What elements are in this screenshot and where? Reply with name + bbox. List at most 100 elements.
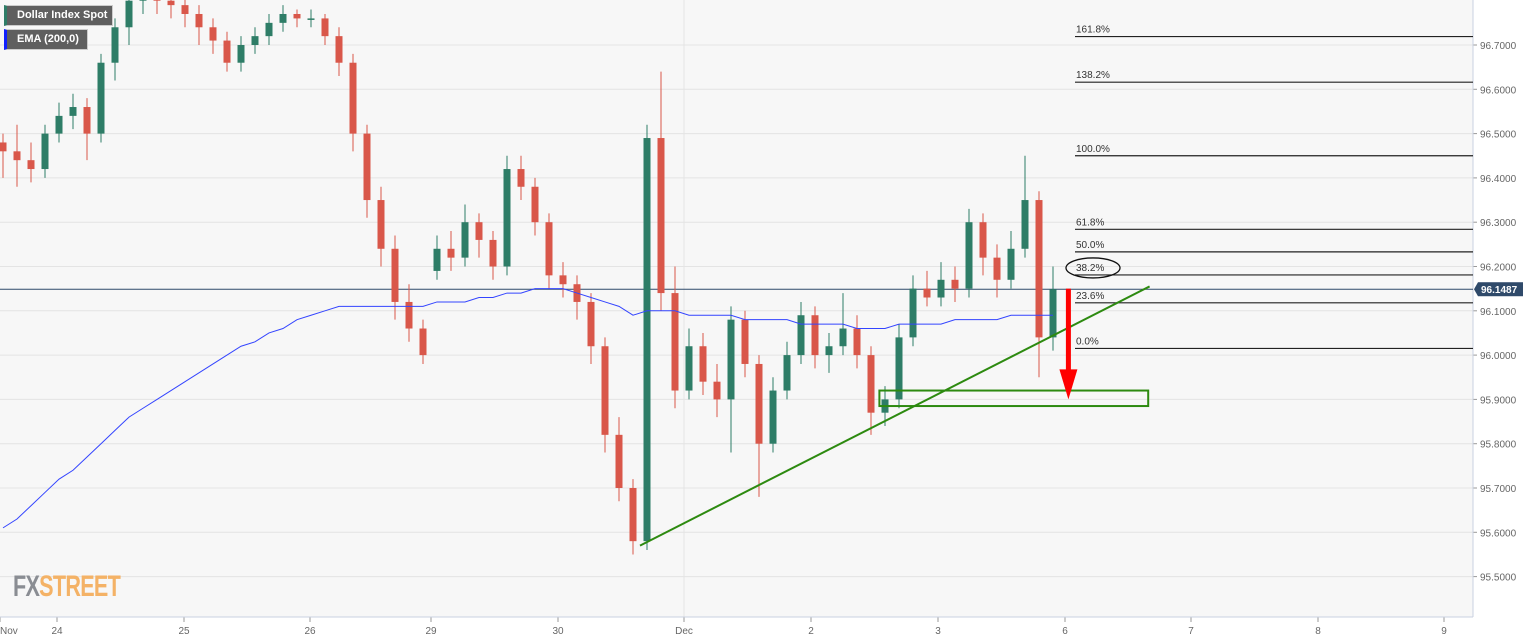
candle-bearish [993, 257, 1001, 280]
candle-bearish [951, 279, 959, 289]
fib-level-label: 50.0% [1076, 240, 1104, 251]
candle-bearish [377, 200, 385, 249]
x-tick-label: 30 [552, 626, 564, 637]
candle-bullish [797, 315, 805, 356]
candle-bearish [335, 36, 343, 63]
y-tick-label: 96.0000 [1480, 351, 1517, 362]
candle-bearish [83, 107, 91, 134]
candle-bearish [811, 315, 819, 356]
x-tick-label: 9 [1441, 626, 1447, 637]
x-tick-label: 6 [1062, 626, 1068, 637]
candle-bearish [867, 355, 875, 413]
x-tick-label: 7 [1188, 626, 1194, 637]
trendline [639, 285, 1151, 547]
plot-background [0, 0, 1473, 617]
fib-level-label: 138.2% [1076, 70, 1110, 81]
ema-line [2, 288, 1053, 529]
fib-level-label: 23.6% [1076, 291, 1104, 302]
candle-bearish [713, 381, 721, 400]
candle-bullish [251, 36, 259, 45]
candle-bearish [699, 346, 707, 382]
candle-bearish [741, 319, 749, 364]
x-tick-label: 8 [1315, 626, 1321, 637]
candle-bullish [909, 288, 917, 338]
candle-bullish [895, 337, 903, 400]
symbol-legend[interactable]: Dollar Index Spot [4, 5, 113, 26]
y-tick-label: 95.9000 [1480, 395, 1517, 406]
candle-bearish [489, 239, 497, 267]
candle-bullish [769, 390, 777, 444]
candle-bullish [1049, 289, 1057, 338]
candle-bearish [181, 5, 189, 14]
candle-bullish [139, 0, 147, 1]
y-tick-label: 95.7000 [1480, 484, 1517, 495]
candle-bullish [839, 328, 847, 347]
candle-bearish [671, 293, 679, 391]
highlight-ellipse [1065, 257, 1121, 279]
candle-bullish [1007, 248, 1015, 280]
fxstreet-logo: FXSTREET [13, 570, 121, 603]
candle-bullish [433, 248, 441, 271]
y-tick-label: 96.2000 [1480, 263, 1517, 274]
candle-bearish [475, 222, 483, 240]
fib-level-label: 38.2% [1076, 263, 1104, 274]
candle-bullish [503, 169, 511, 267]
fib-level-label: 0.0% [1076, 336, 1099, 347]
candle-bearish [531, 186, 539, 223]
candle-bearish [545, 222, 553, 276]
candle-bearish [321, 18, 329, 37]
candle-bearish [517, 169, 525, 187]
x-tick-label: 29 [425, 626, 437, 637]
price-label-pointer [1474, 282, 1478, 297]
candle-bullish [937, 279, 945, 298]
candle-bearish [0, 142, 7, 152]
ema-legend[interactable]: EMA (200,0) [4, 29, 88, 50]
candle-bearish [195, 13, 203, 28]
candle-bearish [923, 288, 931, 298]
plot-layer: 161.8% 138.2% 100.0% 61.8% 50.0% 38.2% 23.6% 0.… [0, 0, 1473, 555]
candle-bearish [363, 133, 371, 201]
candle-bearish [629, 488, 637, 542]
candle-bullish [55, 115, 63, 134]
candle-bullish [1021, 200, 1029, 249]
candle-bullish [685, 346, 693, 391]
candle-bearish [755, 363, 763, 444]
x-tick-label: 26 [304, 626, 316, 637]
candle-bullish [69, 107, 77, 116]
candle-bearish [979, 222, 987, 258]
x-tick-label: 24 [51, 626, 63, 637]
y-tick-label: 96.6000 [1480, 85, 1517, 96]
y-tick-label: 95.5000 [1480, 573, 1517, 584]
candle-bullish [111, 27, 119, 63]
candle-bearish [657, 138, 665, 294]
candle-bearish [349, 62, 357, 134]
x-tick-label: Nov [0, 626, 18, 637]
candle-bullish [461, 222, 469, 258]
arrow-head [1059, 369, 1078, 400]
price-label-bg [1478, 282, 1523, 297]
candle-bullish [825, 346, 833, 356]
candle-bullish [307, 18, 315, 20]
candle-bearish [601, 346, 609, 435]
y-tick-label: 96.4000 [1480, 174, 1517, 185]
current-price-label: 96.1487 [1481, 285, 1518, 296]
y-tick-label: 95.8000 [1480, 440, 1517, 451]
candle-bullish [783, 355, 791, 391]
candle-bearish [1035, 200, 1043, 338]
y-tick-label: 96.3000 [1480, 218, 1517, 229]
y-tick-label: 96.5000 [1480, 130, 1517, 141]
fib-level-label: 61.8% [1076, 217, 1104, 228]
fib-level-label: 161.8% [1076, 25, 1110, 36]
candle-bullish [643, 138, 651, 542]
candle-bearish [405, 301, 413, 329]
x-tick-label: 2 [808, 626, 814, 637]
candle-bearish [13, 151, 21, 161]
y-tick-label: 95.6000 [1480, 528, 1517, 539]
arrow-shaft [1065, 288, 1071, 372]
candle-bullish [965, 222, 973, 289]
candle-bearish [293, 13, 301, 19]
candle-bearish [27, 160, 35, 170]
y-tick-label: 96.7000 [1480, 41, 1517, 52]
candle-bearish [615, 434, 623, 488]
